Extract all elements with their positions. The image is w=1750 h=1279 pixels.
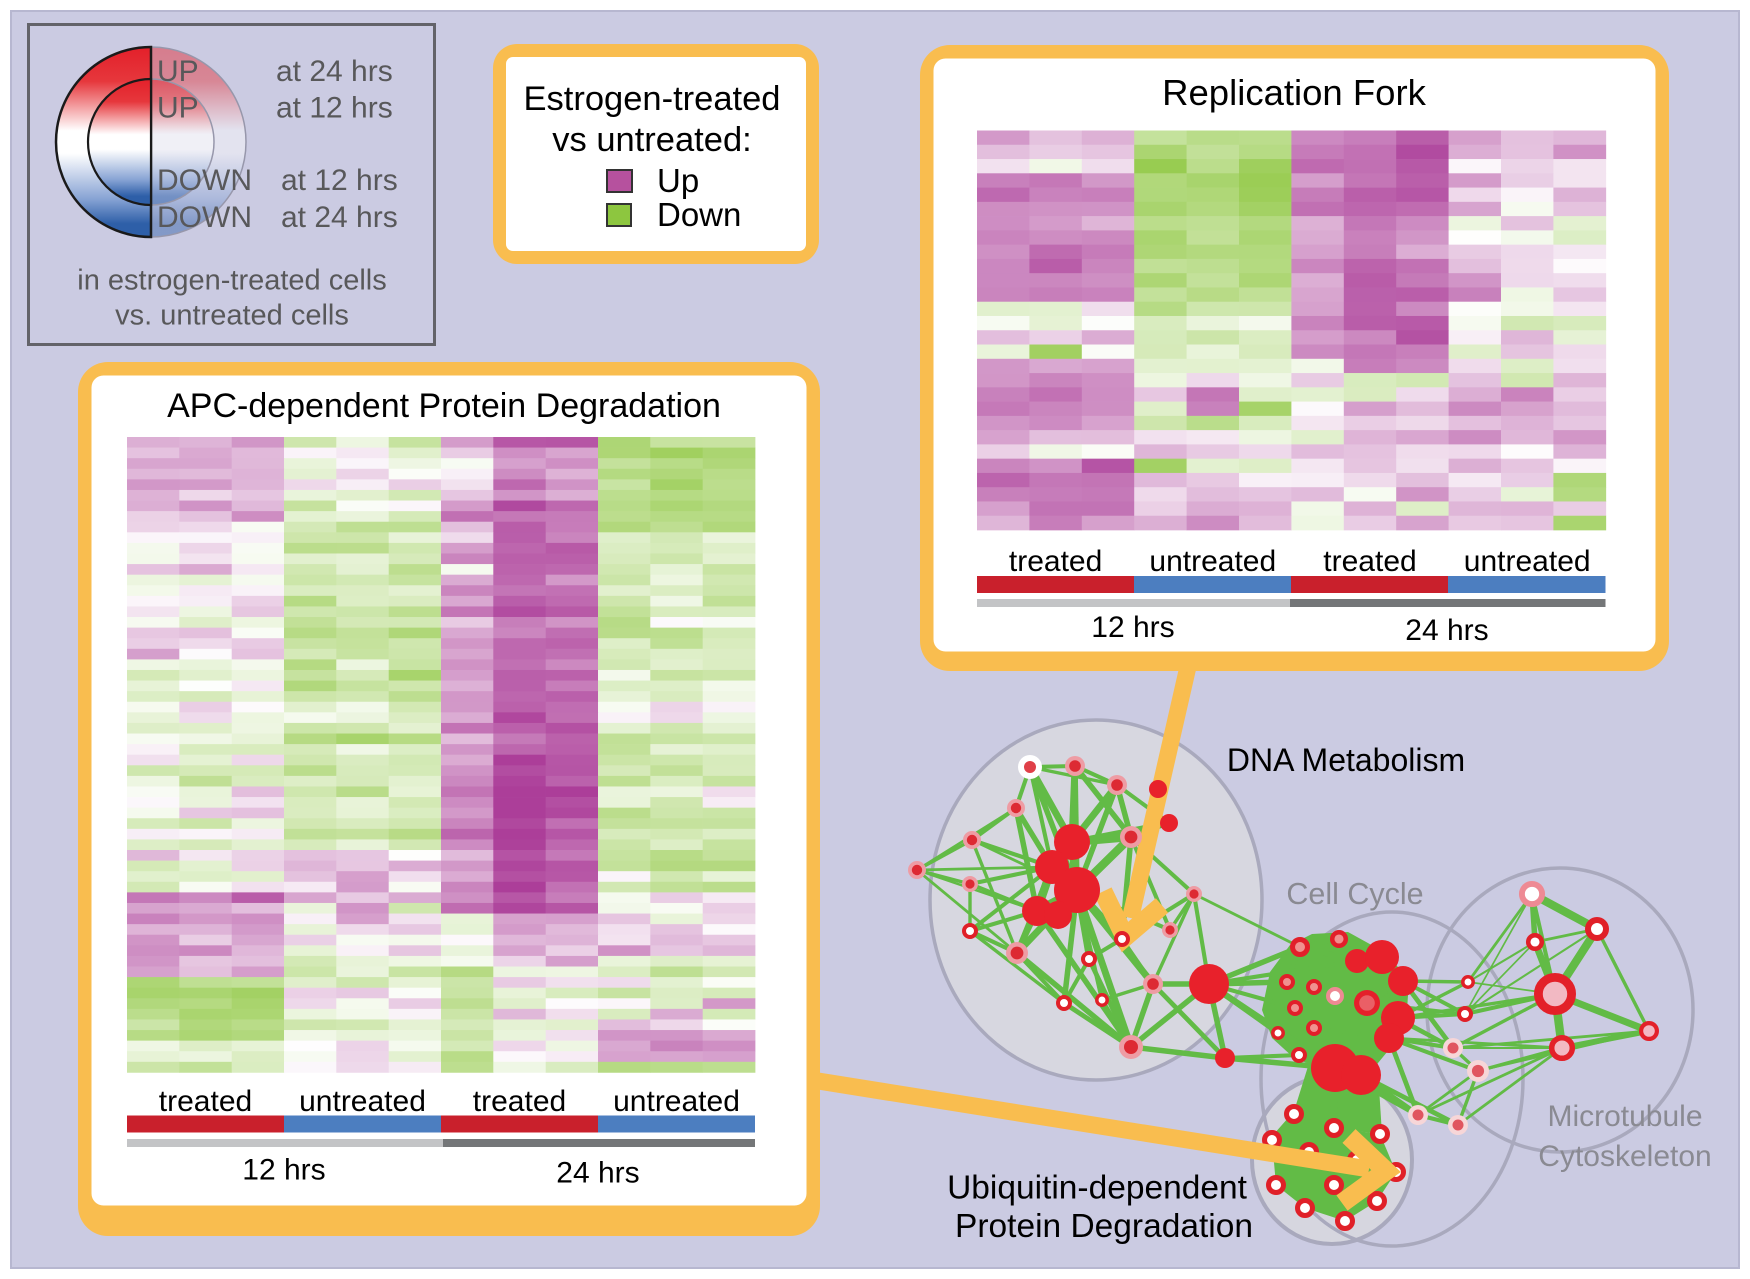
svg-text:12 hrs: 12 hrs [1091,611,1174,644]
svg-text:Replication Fork: Replication Fork [1162,72,1426,113]
svg-text:treated: treated [1323,545,1416,578]
svg-text:24 hrs: 24 hrs [556,1157,639,1190]
svg-text:Protein Degradation: Protein Degradation [955,1208,1253,1245]
svg-text:at 12 hrs: at 12 hrs [281,164,398,197]
svg-text:Cytoskeleton: Cytoskeleton [1538,1140,1711,1173]
svg-text:UP: UP [157,55,199,88]
svg-text:Ubiquitin-dependent: Ubiquitin-dependent [947,1170,1248,1207]
svg-text:Down: Down [657,196,741,233]
svg-text:vs untreated:: vs untreated: [552,121,751,159]
svg-text:Estrogen-treated: Estrogen-treated [524,80,781,118]
svg-text:Cell Cycle: Cell Cycle [1286,877,1423,911]
svg-text:untreated: untreated [1149,545,1276,578]
svg-text:DOWN: DOWN [157,201,252,234]
svg-text:at 12 hrs: at 12 hrs [276,92,393,125]
svg-text:UP: UP [157,92,199,125]
svg-text:treated: treated [159,1085,252,1118]
svg-text:at 24 hrs: at 24 hrs [281,201,398,234]
svg-text:untreated: untreated [1464,545,1591,578]
svg-text:Microtubule: Microtubule [1547,1100,1702,1133]
svg-text:DNA Metabolism: DNA Metabolism [1227,742,1465,778]
svg-text:DOWN: DOWN [157,164,252,197]
svg-text:vs. untreated cells: vs. untreated cells [115,300,349,332]
svg-text:treated: treated [1009,545,1102,578]
svg-text:24 hrs: 24 hrs [1405,614,1488,647]
svg-text:APC-dependent Protein Degradat: APC-dependent Protein Degradation [167,387,721,425]
svg-text:Up: Up [657,162,699,199]
svg-text:untreated: untreated [613,1085,740,1118]
svg-text:treated: treated [473,1085,566,1118]
svg-text:untreated: untreated [299,1085,426,1118]
svg-text:at 24 hrs: at 24 hrs [276,55,393,88]
svg-text:in estrogen-treated cells: in estrogen-treated cells [77,265,387,297]
svg-text:12 hrs: 12 hrs [242,1154,325,1187]
